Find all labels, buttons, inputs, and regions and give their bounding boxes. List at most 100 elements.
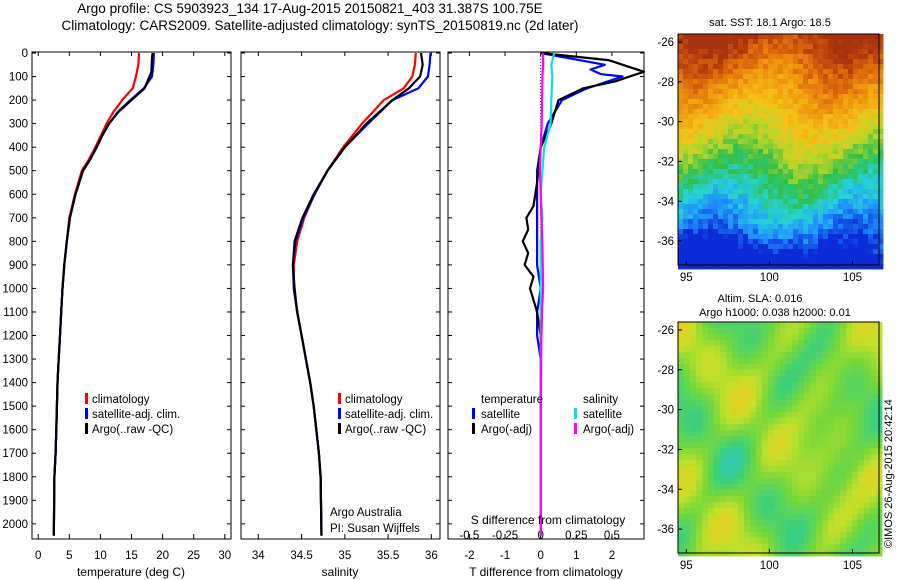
map-cell [720, 514, 727, 521]
map-cell [693, 209, 699, 215]
map-cell [780, 484, 787, 491]
map-cell [846, 478, 853, 485]
map-cell [780, 418, 787, 425]
map-cell [798, 346, 805, 353]
map-cell [698, 79, 704, 85]
map-cell [868, 189, 874, 195]
map-cell [743, 69, 749, 75]
map-cell [756, 448, 763, 455]
map-cell [852, 544, 859, 551]
map-cell [778, 139, 784, 145]
map-cell [733, 114, 739, 120]
map-cell [804, 382, 811, 389]
map-cell [873, 84, 879, 90]
map-cell [810, 448, 817, 455]
map-cell [803, 154, 809, 160]
map-cell [708, 169, 714, 175]
map-cell [868, 209, 874, 215]
map-cell [718, 194, 724, 200]
map-cell [833, 84, 839, 90]
map-cell [870, 514, 877, 521]
map-cell [852, 442, 859, 449]
legend-swatch-argo [85, 423, 88, 434]
map-cell [708, 352, 715, 359]
map-cell [690, 514, 697, 521]
map-cell [792, 472, 799, 479]
map-cell [853, 139, 859, 145]
map-cell [878, 169, 884, 175]
map-cell [834, 358, 841, 365]
map-cell [778, 109, 784, 115]
map-cell [774, 514, 781, 521]
map-cell [853, 219, 859, 225]
map-cell [846, 406, 853, 413]
map-cell [798, 544, 805, 551]
map-cell [690, 502, 697, 509]
map-cell [798, 144, 804, 150]
map-cell [696, 478, 703, 485]
map-cell [803, 109, 809, 115]
map-cell [793, 229, 799, 235]
map-cell [833, 149, 839, 155]
map-cell [683, 249, 689, 255]
map-cell [762, 538, 769, 545]
map-cell [834, 520, 841, 527]
map-cell [750, 472, 757, 479]
map-cell [792, 328, 799, 335]
map-cell [858, 364, 865, 371]
map-cell [698, 119, 704, 125]
map-cell [843, 139, 849, 145]
map-cell [713, 104, 719, 110]
pi-annotation: PI: Susan Wijffels [330, 523, 420, 535]
map-cell [838, 214, 844, 220]
map-cell [828, 54, 834, 60]
map-cell [702, 460, 709, 467]
map-cell [768, 214, 774, 220]
map-cell [738, 134, 744, 140]
map-cell [703, 234, 709, 240]
map-cell [738, 442, 745, 449]
map-cell [713, 49, 719, 55]
map-cell [848, 214, 854, 220]
map-cell [868, 129, 874, 135]
map-cell [780, 340, 787, 347]
map-cell [803, 134, 809, 140]
map-cell [718, 74, 724, 80]
map-cell [778, 174, 784, 180]
map-cell [852, 424, 859, 431]
map-cell [822, 526, 829, 533]
map-cell [798, 406, 805, 413]
sla-map: 95 100 105-26-28-30-32-34-36 [657, 321, 883, 572]
map-cell [758, 204, 764, 210]
map-cell [702, 508, 709, 515]
map-cell [822, 334, 829, 341]
map-cell [846, 376, 853, 383]
map-cell [818, 119, 824, 125]
map-cell [748, 149, 754, 155]
map-cell [768, 520, 775, 527]
map-cell [753, 79, 759, 85]
map-cell [684, 364, 691, 371]
map-cell [698, 174, 704, 180]
map-cell [702, 502, 709, 509]
map-cell [823, 69, 829, 75]
map-cell [798, 249, 804, 255]
map-x-tick-label: 95 [680, 272, 693, 284]
map-cell [863, 219, 869, 225]
map-cell [868, 144, 874, 150]
map-cell [738, 44, 744, 50]
map-cell [708, 254, 714, 260]
map-cell [744, 388, 751, 395]
map-cell [853, 199, 859, 205]
map-cell [780, 424, 787, 431]
map-cell [808, 224, 814, 230]
map-cell [693, 174, 699, 180]
map-cell [728, 194, 734, 200]
map-cell [738, 64, 744, 70]
map-cell [804, 472, 811, 479]
map-cell [808, 44, 814, 50]
map-cell [708, 388, 715, 395]
map-cell [858, 154, 864, 160]
map-cell [853, 49, 859, 55]
map-cell [702, 406, 709, 413]
